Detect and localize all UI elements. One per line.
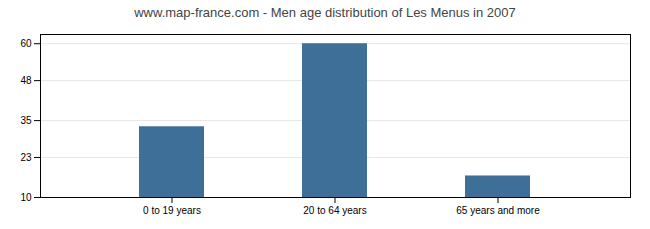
svg-text:35: 35 <box>20 115 32 126</box>
svg-text:20 to 64 years: 20 to 64 years <box>303 205 366 216</box>
svg-text:48: 48 <box>20 75 32 86</box>
svg-text:0 to 19 years: 0 to 19 years <box>143 205 201 216</box>
svg-text:23: 23 <box>20 152 32 163</box>
svg-text:60: 60 <box>20 38 32 49</box>
svg-text:65 years and more: 65 years and more <box>456 205 540 216</box>
svg-text:10: 10 <box>20 192 32 203</box>
html-text:www.map-france.com - Men age d: www.map-france.com - Men age distributio… <box>134 5 516 20</box>
